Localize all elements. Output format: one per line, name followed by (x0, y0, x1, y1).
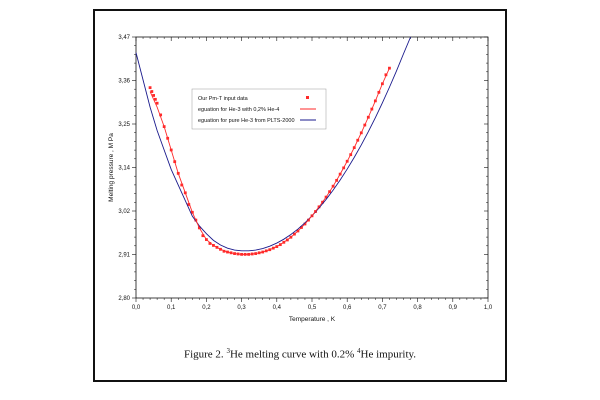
figure-frame: 0,0 0,1 0,2 0,3 0,4 0,5 0,6 0,7 0,8 0,9 1,0 2,80 2,9… (93, 9, 507, 382)
figure-caption: Figure 2. 3He melting curve with 0.2% 4H… (95, 347, 505, 361)
y-tick-label: 2,91 (118, 253, 130, 259)
caption-sup-4: 4 (357, 347, 361, 355)
y-tick-label: 3,02 (118, 209, 130, 215)
legend-label: Our Pm-T input data (198, 96, 249, 102)
data-point (208, 242, 212, 245)
x-tick-label: 0,8 (413, 305, 422, 311)
x-tick-label: 0,2 (202, 305, 211, 311)
y-tick-label: 3,25 (118, 122, 130, 128)
caption-sup-3: 3 (226, 347, 230, 355)
legend-marker-point (306, 96, 309, 99)
data-point (180, 183, 184, 187)
x-tick-label: 0,6 (343, 305, 352, 311)
data-point (148, 86, 152, 90)
x-tick-label: 1,0 (484, 305, 493, 311)
data-point (155, 101, 159, 105)
legend-label: eguation for pure He-3 from PLTS-2000 (198, 118, 295, 124)
x-tick-label: 0,3 (237, 305, 246, 311)
data-point (153, 97, 157, 101)
data-point (159, 113, 163, 117)
melting-curve-chart: 0,0 0,1 0,2 0,3 0,4 0,5 0,6 0,7 0,8 0,9 1,0 2,80 2,9… (108, 35, 493, 323)
data-point (150, 90, 154, 93)
caption-suffix: He impurity. (360, 348, 417, 361)
y-tick-label: 2,80 (118, 296, 130, 302)
x-tick-label: 0,0 (132, 305, 141, 311)
series-line (135, 36, 411, 252)
data-point (187, 203, 191, 206)
plot-area-border (135, 36, 489, 299)
x-tick-label: 0,9 (449, 305, 458, 311)
x-tick-label: 0,7 (378, 305, 387, 311)
caption-prefix: Figure 2. (183, 348, 227, 361)
data-point (152, 94, 155, 97)
legend-label: eguation for He-3 with 0,2% He-4 (198, 107, 279, 113)
x-tick-label: 0,4 (273, 305, 282, 311)
series-line (149, 67, 390, 255)
x-tick-label: 0,5 (308, 305, 317, 311)
y-tick-label: 3,14 (118, 166, 130, 172)
y-axis-title: Melting pressure , M Pa (108, 133, 115, 202)
data-point (201, 234, 205, 238)
data-point (384, 73, 388, 77)
y-tick-label: 3,47 (118, 35, 130, 41)
y-tick-label: 3,36 (118, 79, 130, 85)
caption-middle: He melting curve with 0.2% (229, 348, 358, 361)
x-tick-label: 0,1 (167, 305, 176, 311)
data-point (222, 249, 226, 253)
x-axis-title: Temperature , K (289, 316, 336, 323)
